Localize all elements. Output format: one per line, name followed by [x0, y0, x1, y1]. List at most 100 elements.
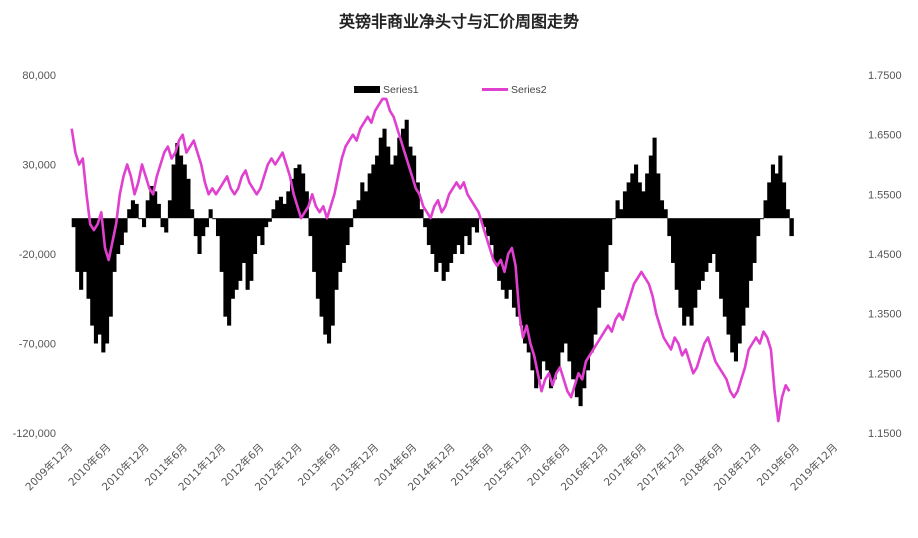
series1-bar — [474, 218, 480, 233]
series1-bar — [349, 218, 354, 228]
y-axis-right: 1.7500 1.6500 1.5500 1.4500 1.3500 1.2500 1.15… — [868, 70, 902, 440]
series1-bar — [393, 155, 398, 219]
series1-bar — [574, 218, 579, 398]
series1-bar — [164, 218, 169, 233]
series1-bar — [696, 218, 702, 290]
series1-bar — [389, 164, 394, 219]
series1-bar — [700, 218, 705, 281]
series1-bar — [737, 218, 742, 344]
series1-bar — [523, 218, 528, 344]
series1-bar — [219, 218, 224, 272]
y-left-tick-label: 30,000 — [22, 160, 56, 172]
series1-bar — [530, 218, 535, 371]
series1-bar — [386, 146, 391, 219]
legend-swatch-series1 — [354, 86, 380, 93]
series1-bar — [648, 155, 653, 219]
series1-bar — [230, 218, 235, 299]
series1-bar — [445, 218, 450, 272]
series1-bar — [264, 218, 269, 228]
series1-bar — [456, 218, 461, 246]
series1-bar — [708, 218, 713, 263]
series1-bar — [93, 218, 98, 344]
series1-bar — [593, 218, 598, 335]
series1-bar — [267, 218, 272, 222]
series1-bar — [341, 218, 346, 263]
series1-bar — [375, 155, 380, 219]
series1-bar — [112, 218, 117, 272]
legend-label-series2: Series2 — [511, 84, 547, 96]
series1-bar — [722, 218, 727, 317]
series1-bar — [360, 182, 365, 219]
x-axis: 2009年12月2010年6月2010年12月2011年6月2011年12月20… — [23, 441, 840, 493]
series1-bar — [215, 218, 221, 237]
series1-bar — [212, 218, 217, 220]
series1-bar — [460, 218, 465, 254]
series1-bar — [123, 218, 128, 233]
series1-bar — [297, 164, 302, 219]
series1-bar — [663, 209, 668, 219]
series1-bar — [726, 218, 731, 335]
series1-bar — [615, 200, 620, 219]
series1-bar — [541, 218, 546, 362]
series1-bar — [482, 218, 487, 228]
series1-bar — [119, 218, 124, 246]
series1-bar — [278, 196, 283, 219]
series1-bar — [397, 137, 402, 219]
series1-bar — [500, 218, 505, 290]
legend: Series1 Series2 — [354, 84, 547, 96]
series1-bar — [619, 209, 624, 219]
series1-bar — [382, 128, 387, 219]
series1-bar — [245, 218, 250, 290]
series1-bar — [271, 209, 276, 219]
series1-bar — [190, 209, 195, 219]
series1-bar — [467, 218, 472, 246]
series1-bar — [367, 173, 372, 219]
series1-bar — [585, 218, 591, 371]
series1-bar — [371, 164, 376, 219]
series1-bar — [130, 200, 135, 219]
series1-bar — [252, 218, 258, 254]
series1-bar — [408, 146, 413, 219]
series1-bar — [430, 218, 435, 254]
series1-bar — [134, 203, 139, 219]
series1-bar — [149, 185, 154, 219]
series1-bar — [622, 191, 628, 219]
series1-bar — [582, 218, 587, 389]
series1-bar — [167, 200, 172, 219]
series1-bar — [197, 218, 202, 254]
series1-bar — [141, 218, 147, 228]
series1-bar — [304, 191, 309, 219]
series1-bar — [545, 218, 550, 371]
series1-bar — [782, 182, 787, 219]
series1-bar — [671, 218, 676, 263]
series1-bar — [767, 182, 772, 219]
series1-bar — [323, 218, 328, 335]
series1-bar — [204, 218, 209, 228]
series1-bar — [774, 173, 779, 219]
series1-bar — [674, 218, 679, 290]
series1-bar — [182, 164, 187, 219]
series1-bar — [186, 178, 191, 219]
series1-bar — [578, 218, 583, 407]
series1-bar — [260, 218, 265, 246]
series1-bar — [589, 218, 594, 353]
series1-bar — [630, 173, 635, 219]
series1-bar — [434, 218, 439, 272]
series1-bar — [238, 218, 243, 281]
series1-bar — [552, 218, 557, 380]
series1-bar — [689, 218, 694, 326]
series1-bar — [719, 218, 724, 299]
series1-bar — [175, 143, 180, 219]
series1-bar — [560, 218, 565, 353]
series1-bar — [208, 209, 213, 219]
series1-bar — [378, 137, 383, 219]
series1-bar — [704, 218, 709, 272]
series1-bar — [97, 218, 102, 335]
series1-bar — [752, 218, 757, 263]
series1-bar — [326, 218, 332, 344]
y-left-tick-label: 80,000 — [22, 70, 56, 82]
series1-bar — [400, 128, 406, 219]
series1-bar — [667, 218, 672, 237]
series1-bar — [497, 218, 502, 281]
series1-bar — [160, 218, 165, 228]
